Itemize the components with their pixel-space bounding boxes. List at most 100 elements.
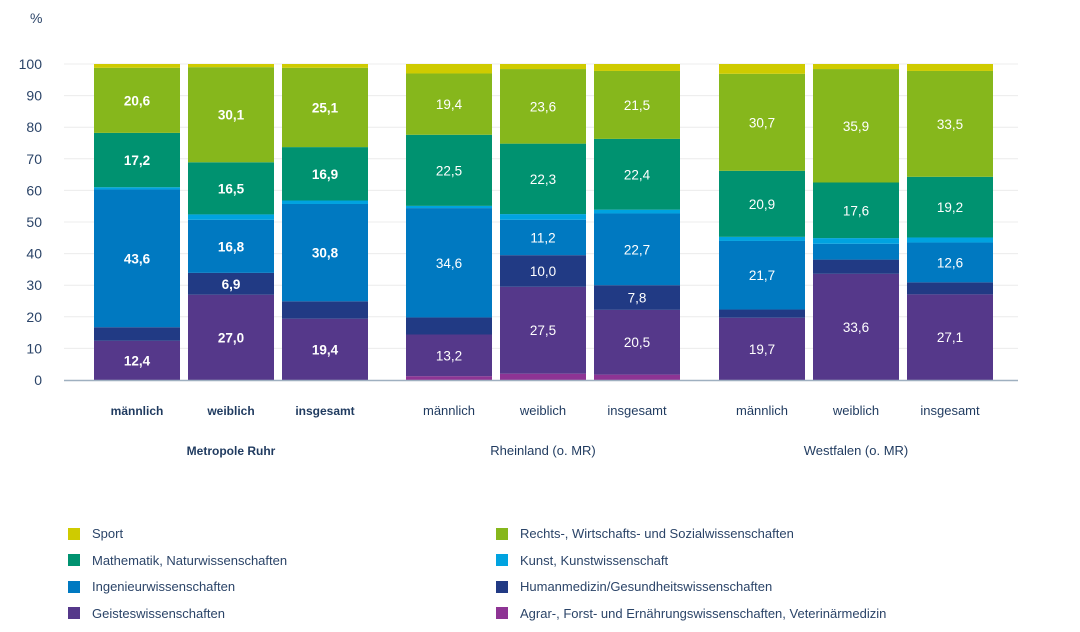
bar-segment [719, 240, 805, 310]
x-category-label: männlich [423, 403, 475, 418]
y-tick-label: 90 [26, 88, 42, 104]
value-label: 20,9 [749, 197, 775, 212]
bar-segment [282, 147, 368, 201]
value-label: 19,2 [937, 200, 963, 215]
x-category-label: insgesamt [920, 403, 980, 418]
y-axis-ticks: 0 10 20 30 40 50 60 70 80 90 100 [19, 56, 43, 388]
value-labels: 12,4 43,6 17,2 20,6 27,0 6,9 16,8 16,5 30,1 19,4 3… [124, 93, 963, 368]
bar-segment [500, 143, 586, 215]
bar-segment [406, 376, 492, 380]
bar-segment [500, 286, 586, 374]
bar-segment [94, 327, 180, 341]
legend-swatch [68, 527, 80, 540]
bar-segment [282, 200, 368, 204]
legend-label: Kunst, Kunstwissenschaft [520, 552, 669, 568]
value-label: 43,6 [124, 251, 151, 266]
bar-segment [282, 67, 368, 148]
bar-segment [907, 64, 993, 71]
bars [94, 64, 993, 380]
value-label: 19,4 [312, 342, 339, 357]
bar-segment [500, 373, 586, 380]
bar-segment [594, 374, 680, 380]
value-label: 25,1 [312, 100, 339, 115]
value-label: 33,6 [843, 320, 869, 335]
y-axis-unit-label: % [30, 10, 42, 26]
y-tick-label: 60 [26, 182, 42, 198]
legend-swatch [496, 607, 508, 619]
value-label: 20,6 [124, 93, 151, 108]
legend-item: Mathematik, Naturwissenschaften [68, 553, 287, 568]
bar-segment [406, 317, 492, 335]
bar-segment [94, 132, 180, 188]
bar-segment [594, 309, 680, 375]
legend-label: Agrar-, Forst- und Ernährungswissenschaf… [520, 605, 887, 621]
x-group-label: Rheinland (o. MR) [490, 443, 596, 458]
x-group-label: Metropole Ruhr [187, 444, 276, 458]
bar-segment [813, 243, 899, 260]
legend-item: Sport [68, 526, 123, 541]
bar-segment [594, 64, 680, 71]
bar-segment [282, 64, 368, 68]
value-label: 27,5 [530, 323, 556, 338]
legend-item: Ingenieurwissenschaften [68, 579, 235, 594]
bar-segment [500, 64, 586, 70]
bar-segment [94, 64, 180, 68]
value-label: 16,9 [312, 167, 338, 182]
bar-segment [94, 189, 180, 328]
bar-segment [594, 209, 680, 214]
value-label: 16,5 [218, 181, 245, 196]
value-label: 13,2 [436, 348, 462, 363]
bar-segment [907, 294, 993, 380]
y-tick-label: 10 [26, 340, 42, 356]
value-label: 35,9 [843, 119, 869, 134]
value-label: 17,2 [124, 153, 150, 168]
legend-swatch [68, 580, 80, 593]
bar-segment [188, 219, 274, 273]
y-tick-label: 80 [26, 119, 42, 135]
value-label: 34,6 [436, 256, 462, 271]
bar-segment [907, 242, 993, 283]
value-label: 16,8 [218, 239, 245, 254]
value-label: 22,7 [624, 242, 650, 257]
bar-segment [500, 214, 586, 220]
bar-segment [907, 70, 993, 177]
bar-segment [406, 334, 492, 377]
value-label: 30,1 [218, 108, 245, 123]
x-category-label: insgesamt [295, 404, 354, 418]
legend-item: Humanmedizin/Gesundheitswissenschaften [496, 579, 772, 594]
legend-item: Kunst, Kunstwissenschaft [496, 553, 668, 568]
bar-segment [907, 282, 993, 295]
bar-segment [406, 134, 492, 206]
value-label: 22,3 [530, 172, 556, 187]
value-label: 19,4 [436, 97, 463, 112]
x-category-label: männlich [111, 404, 164, 418]
y-tick-label: 30 [26, 277, 42, 293]
y-tick-label: 20 [26, 309, 42, 325]
value-label: 17,6 [843, 203, 869, 218]
value-label: 19,7 [749, 342, 775, 357]
legend-label: Geisteswissenschaften [92, 605, 225, 621]
value-label: 30,8 [312, 246, 339, 261]
x-axis-group-labels: Metropole Ruhr Rheinland (o. MR) Westfalen… [187, 443, 909, 458]
x-category-label: insgesamt [607, 403, 667, 418]
bar-segment [813, 259, 899, 274]
bar-segment [94, 67, 180, 133]
bar-segment [907, 237, 993, 243]
legend-swatch [496, 527, 508, 540]
value-label: 20,5 [624, 335, 650, 350]
x-axis-category-labels: männlich weiblich insgesamt männlich weiblic… [111, 403, 980, 418]
bar-segment [94, 340, 180, 380]
value-label: 6,9 [222, 277, 241, 292]
bar-segment [94, 187, 180, 190]
y-tick-label: 50 [26, 214, 42, 230]
value-label: 27,1 [937, 330, 963, 345]
bar-segment [500, 219, 586, 256]
y-tick-label: 70 [26, 151, 42, 167]
bar-segment [188, 162, 274, 215]
legend-label: Rechts-, Wirtschafts- und Sozialwissensc… [520, 526, 794, 541]
legend-swatch [496, 554, 508, 566]
y-tick-label: 0 [34, 372, 42, 388]
bar-segment [188, 214, 274, 220]
bar-segment [719, 236, 805, 241]
legend-label: Ingenieurwissenschaften [92, 579, 236, 594]
